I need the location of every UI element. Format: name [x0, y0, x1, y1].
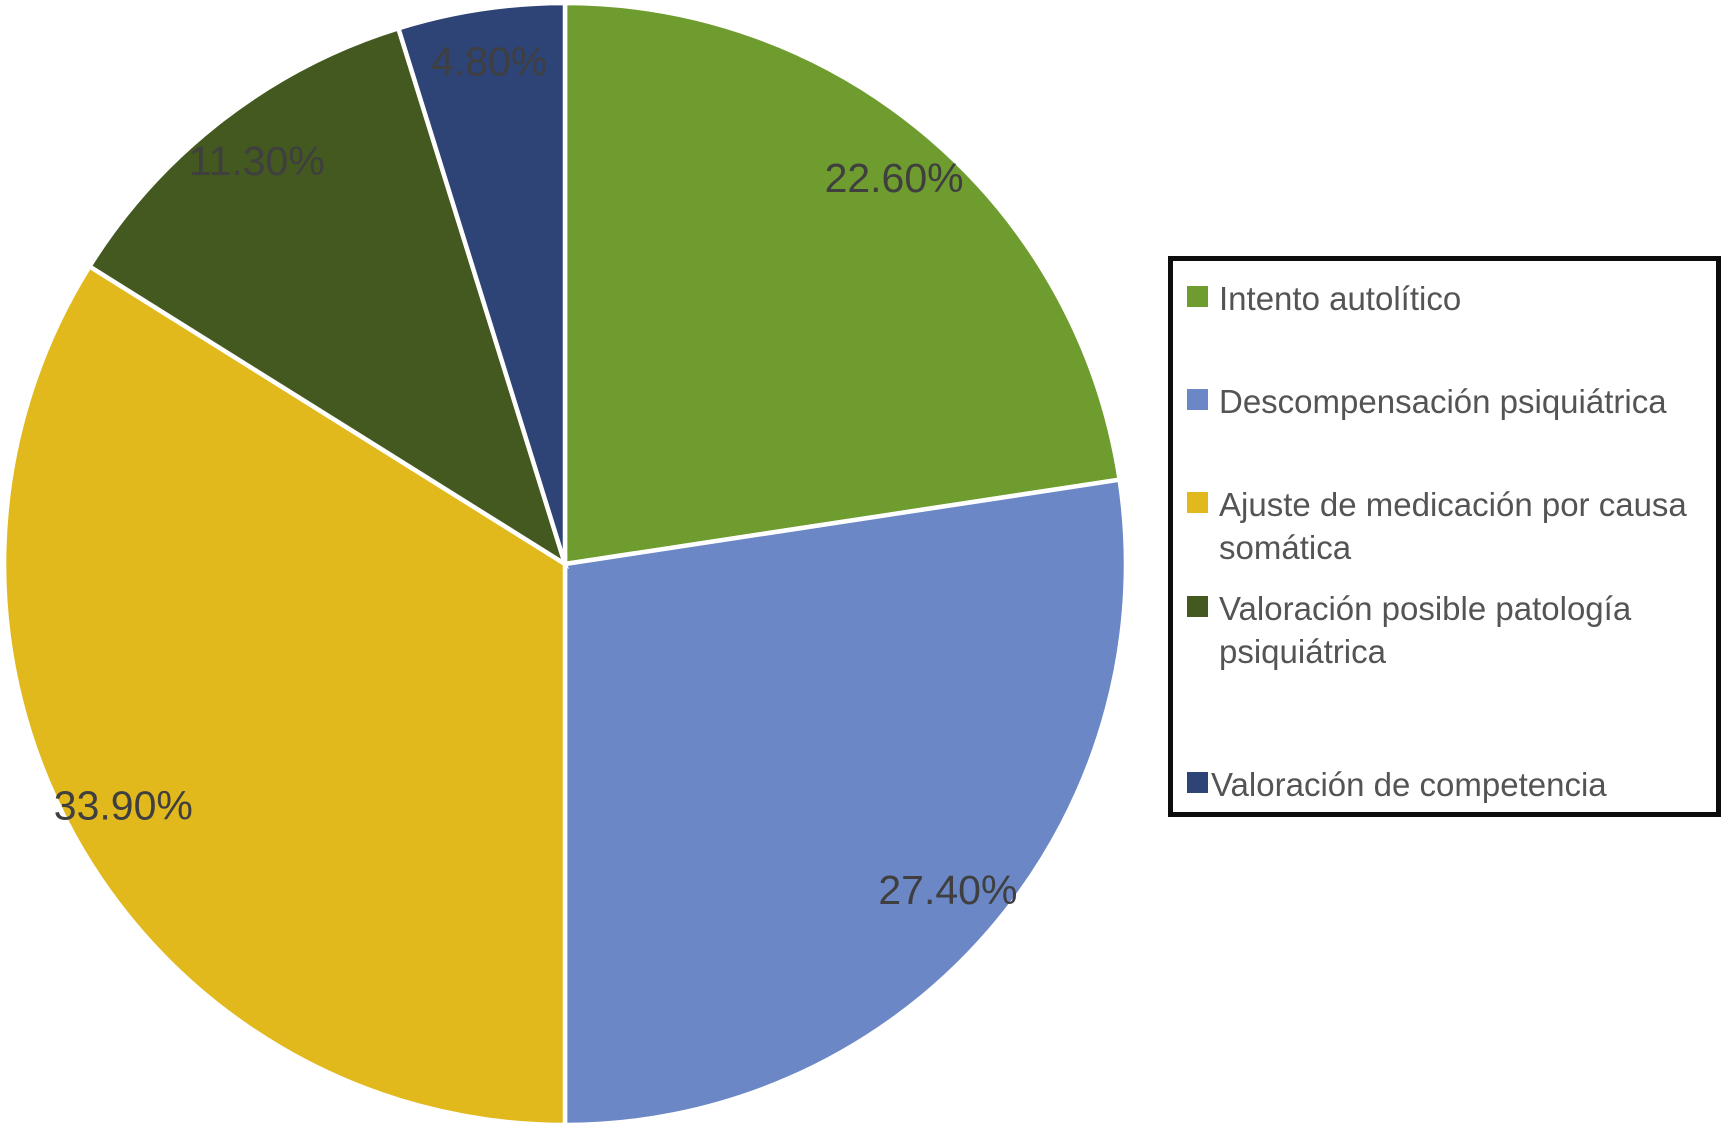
legend-item: Descompensación psiquiátrica: [1187, 380, 1710, 423]
pie-slice-0: [562, 0, 1123, 567]
legend-item-label: Valoración de competencia: [1211, 766, 1607, 803]
pie-slice-3: [86, 25, 569, 570]
legend-item: Valoración posible patología psiquiátric…: [1187, 587, 1710, 673]
slice-label-4: 4.80%: [431, 39, 547, 85]
slice-label-2: 33.90%: [54, 782, 193, 828]
legend-swatch-icon: [1187, 286, 1208, 307]
legend-swatch-icon: [1187, 596, 1208, 617]
chart-legend: Intento autolítico Descompensación psiqui…: [1168, 256, 1721, 817]
legend-item-label: Descompensación psiquiátrica: [1219, 383, 1667, 420]
pie-slice-4: [395, 0, 568, 565]
pie-slice-1: [562, 477, 1129, 1128]
legend-swatch-icon: [1187, 492, 1208, 513]
legend-item: Ajuste de medicación por causa somática: [1187, 483, 1710, 569]
pie-slice-2: [1, 263, 568, 1128]
legend-item: Valoración de competencia: [1187, 763, 1710, 806]
legend-item-label: Intento autolítico: [1219, 280, 1462, 317]
legend-swatch-icon: [1187, 772, 1208, 793]
slice-label-0: 22.60%: [825, 155, 964, 201]
legend-item: Intento autolítico: [1187, 277, 1710, 320]
legend-item-label: Valoración posible patología psiquiátric…: [1219, 590, 1632, 670]
legend-swatch-icon: [1187, 389, 1208, 410]
slice-label-3: 11.30%: [189, 138, 325, 184]
slice-label-1: 27.40%: [878, 867, 1017, 913]
legend-item-label: Ajuste de medicación por causa somática: [1219, 486, 1687, 566]
